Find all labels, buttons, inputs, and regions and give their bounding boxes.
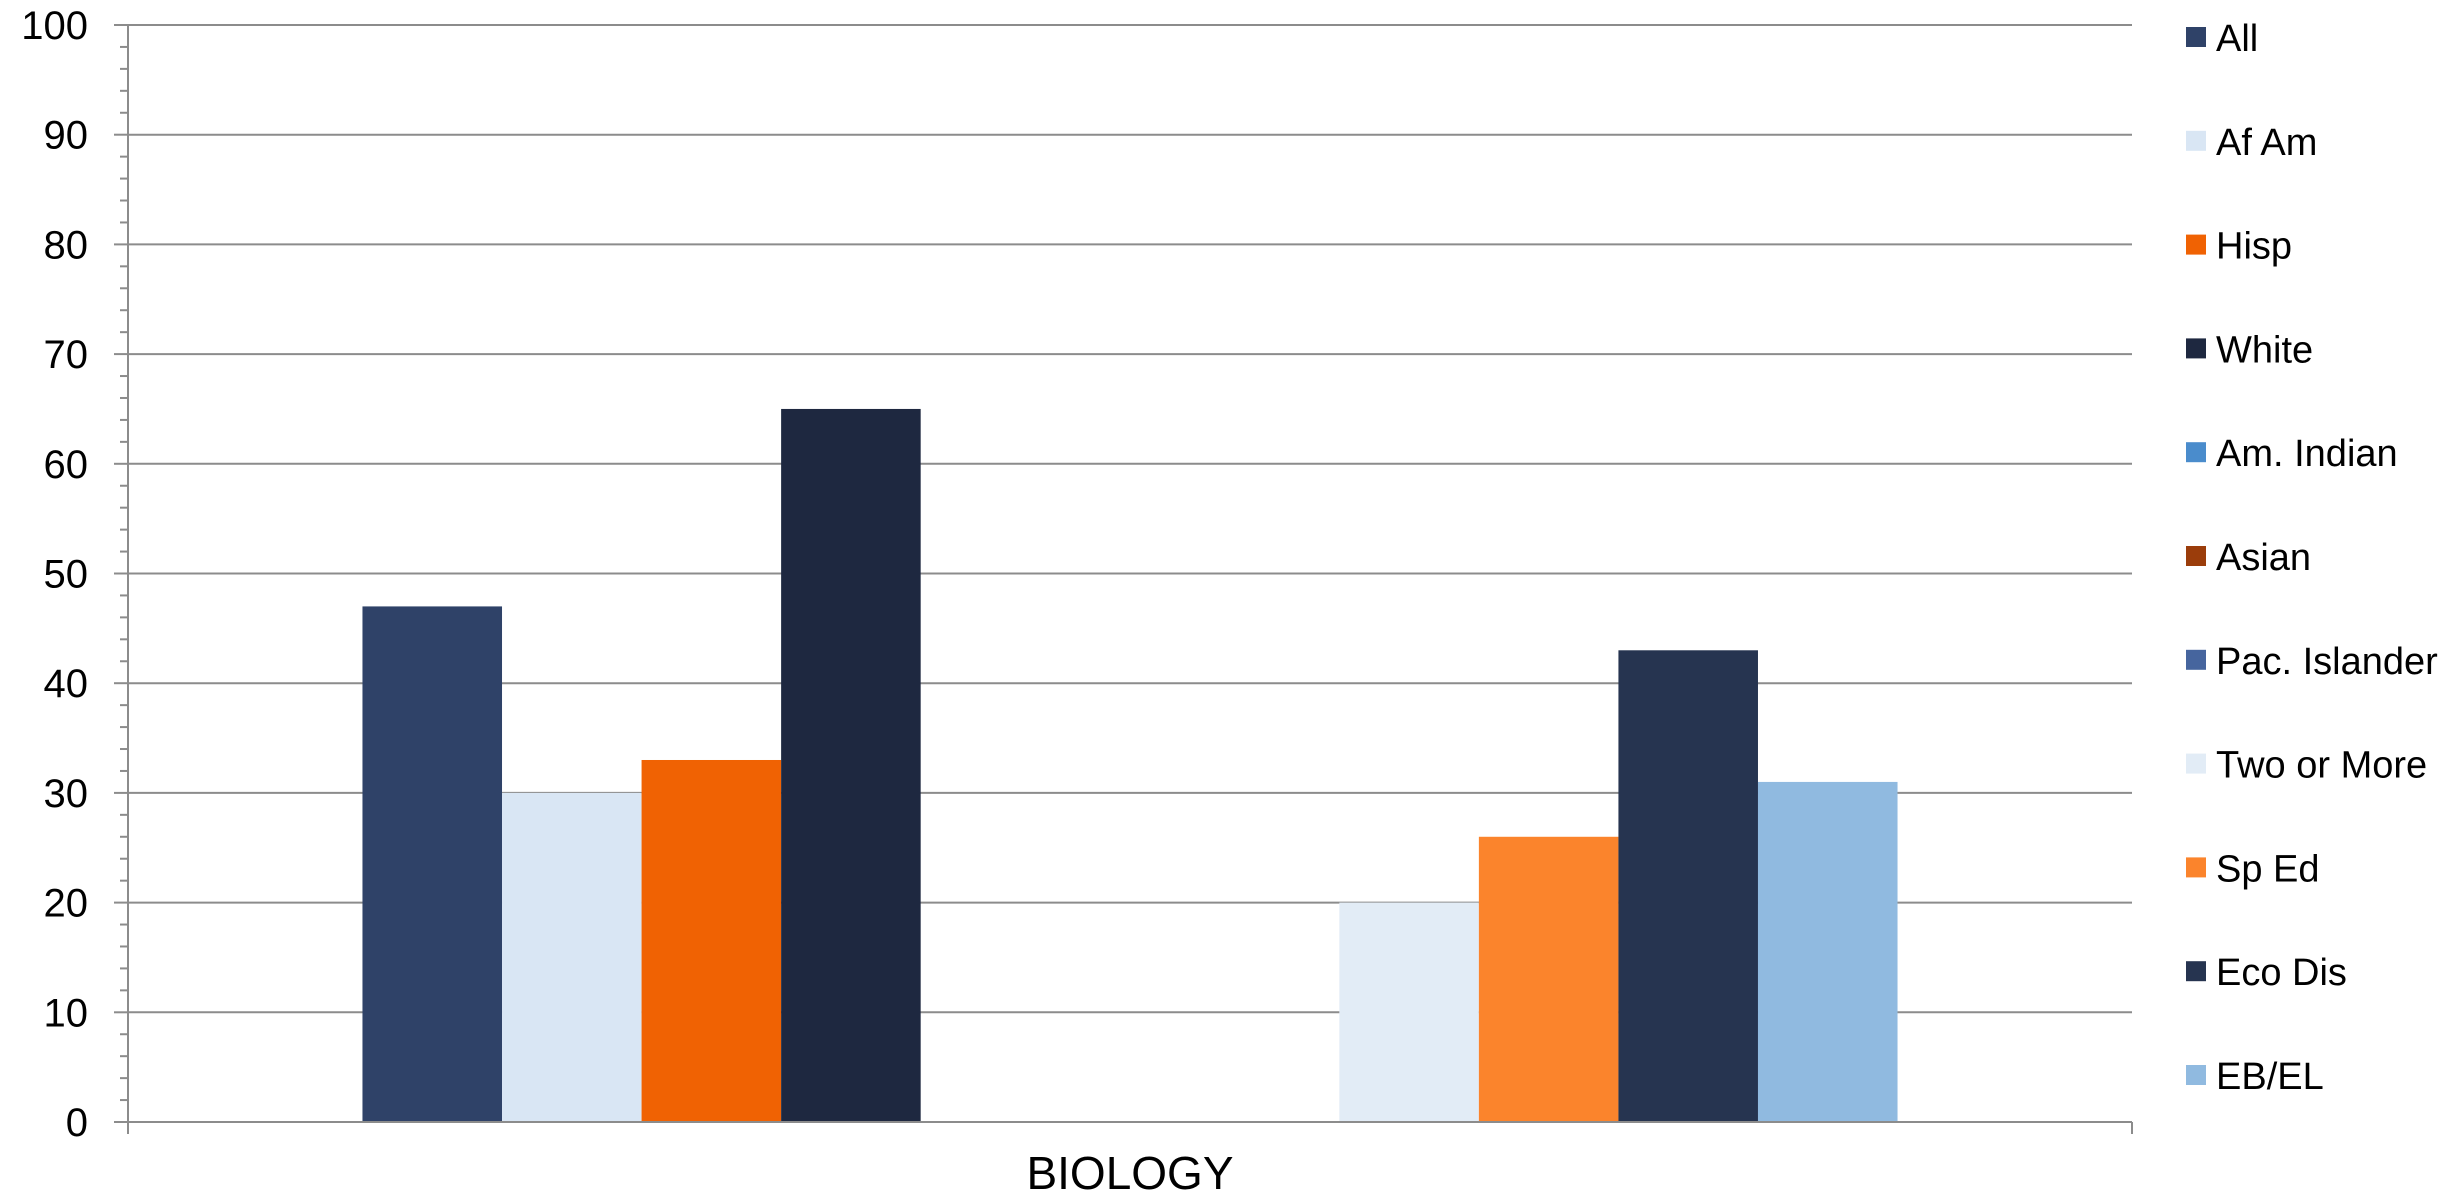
legend-label: Pac. Islander bbox=[2216, 641, 2438, 683]
legend-swatch bbox=[2186, 27, 2206, 47]
legend-swatch bbox=[2186, 753, 2206, 774]
y-tick-labels: 0 10 20 30 40 50 60 70 80 90 100 bbox=[21, 4, 88, 1145]
legend-swatch bbox=[2186, 857, 2206, 878]
legend-label: Two or More bbox=[2216, 745, 2427, 787]
bar-all bbox=[362, 606, 503, 1122]
bar-eco-dis bbox=[1618, 650, 1758, 1122]
y-tick-label: 10 bbox=[44, 991, 89, 1035]
legend-swatch bbox=[2186, 546, 2206, 566]
bar-eb-el bbox=[1757, 781, 1898, 1122]
bar-white bbox=[781, 408, 921, 1122]
legend: All Af Am Hisp White Am. Indian Asian Pac. Isl… bbox=[2186, 18, 2438, 1098]
y-tick-label: 20 bbox=[44, 882, 89, 926]
y-tick-label: 0 bbox=[66, 1101, 88, 1145]
bar-hisp bbox=[641, 759, 782, 1122]
y-tick-label: 50 bbox=[44, 553, 89, 597]
legend-label: Hisp bbox=[2216, 226, 2292, 268]
legend-swatch bbox=[2186, 442, 2206, 463]
bar-two-or-more bbox=[1339, 902, 1479, 1122]
category-label: BIOLOGY bbox=[1026, 1147, 1233, 1196]
legend-swatch bbox=[2186, 338, 2206, 359]
legend-label: White bbox=[2216, 329, 2313, 371]
y-tick-label: 80 bbox=[44, 223, 89, 267]
legend-label: Am. Indian bbox=[2216, 433, 2398, 475]
bar-af-am bbox=[502, 792, 642, 1122]
bar-sp-ed bbox=[1478, 836, 1619, 1122]
legend-label: Asian bbox=[2216, 537, 2311, 579]
legend-swatch bbox=[2186, 1065, 2206, 1085]
legend-swatch bbox=[2186, 649, 2206, 670]
legend-label: Sp Ed bbox=[2216, 848, 2320, 890]
bars bbox=[362, 408, 1898, 1122]
y-tick-label: 100 bbox=[21, 4, 88, 48]
legend-label: EB/EL bbox=[2216, 1056, 2324, 1098]
legend-label: Af Am bbox=[2216, 122, 2317, 164]
y-tick-label: 30 bbox=[44, 772, 89, 816]
y-tick-label: 70 bbox=[44, 333, 89, 377]
axes bbox=[114, 24, 2133, 1134]
y-tick-label: 40 bbox=[44, 662, 89, 706]
legend-swatch bbox=[2186, 234, 2206, 255]
legend-label: All bbox=[2216, 18, 2258, 60]
legend-label: Eco Dis bbox=[2216, 952, 2347, 994]
legend-swatch bbox=[2186, 130, 2206, 151]
y-tick-label: 90 bbox=[44, 114, 89, 158]
legend-swatch bbox=[2186, 961, 2206, 982]
y-tick-label: 60 bbox=[44, 443, 89, 487]
